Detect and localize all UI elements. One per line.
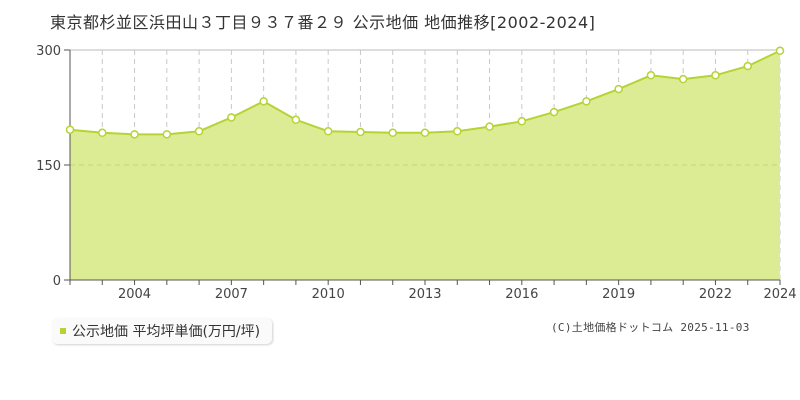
svg-text:2013: 2013 [408,287,441,302]
data-points [65,46,785,139]
axes [64,49,781,285]
svg-text:2016: 2016 [505,287,538,302]
svg-text:2004: 2004 [118,287,151,302]
svg-text:300: 300 [36,44,61,59]
area-chart: 0 150 300 2004 2007 2010 2013 2016 2019 2022 2024 [36,44,797,302]
legend-swatch-icon [60,328,66,334]
legend: 公示地価 平均坪単価(万円/坪) [52,318,273,344]
svg-text:2022: 2022 [699,287,732,302]
svg-text:2007: 2007 [215,287,248,302]
svg-text:0: 0 [53,274,61,289]
svg-text:150: 150 [36,159,61,174]
x-axis-labels: 2004 2007 2010 2013 2016 2019 2022 2024 [118,287,797,302]
legend-label: 公示地価 平均坪単価(万円/坪) [72,324,261,340]
svg-text:2010: 2010 [312,287,345,302]
credit-text: (C)土地価格ドットコム 2025-11-03 [551,321,750,334]
svg-text:2024: 2024 [763,287,796,302]
chart-title: 東京都杉並区浜田山３丁目９３７番２９ 公示地価 地価推移[2002-2024] [50,13,596,32]
y-axis-labels: 0 150 300 [36,44,61,289]
svg-text:2019: 2019 [602,287,635,302]
